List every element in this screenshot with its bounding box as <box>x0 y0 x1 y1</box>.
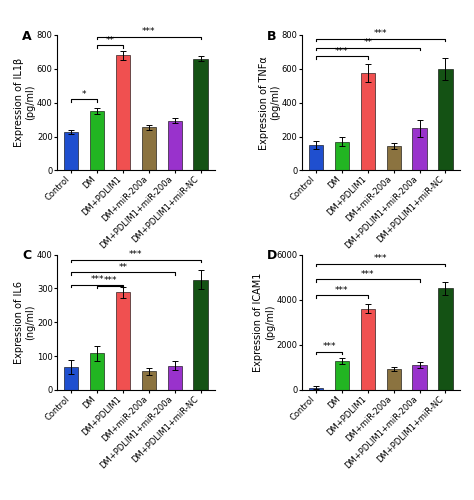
Bar <box>438 288 453 390</box>
Bar <box>64 367 78 390</box>
Text: ***: *** <box>335 286 349 294</box>
Bar <box>142 128 156 170</box>
Y-axis label: Expression of IL1β
(pg/ml): Expression of IL1β (pg/ml) <box>14 58 36 148</box>
Text: *: * <box>82 90 86 99</box>
Bar <box>309 388 323 390</box>
Bar <box>335 142 349 171</box>
Bar <box>438 69 453 170</box>
Text: ***: *** <box>322 342 336 351</box>
Bar <box>193 58 208 170</box>
Text: ***: *** <box>335 46 349 56</box>
Bar <box>116 292 130 390</box>
Text: D: D <box>267 249 277 262</box>
Text: ***: *** <box>361 270 374 279</box>
Text: ***: *** <box>129 250 143 259</box>
Text: **: ** <box>364 38 373 47</box>
Bar <box>361 73 375 170</box>
Bar <box>90 354 104 390</box>
Bar <box>387 368 401 390</box>
Bar <box>335 360 349 390</box>
Text: ***: *** <box>91 276 104 284</box>
Y-axis label: Expression of IL6
(ng/ml): Expression of IL6 (ng/ml) <box>14 281 36 364</box>
Bar <box>168 120 182 170</box>
Text: **: ** <box>118 262 128 272</box>
Text: B: B <box>267 30 276 43</box>
Bar <box>387 146 401 171</box>
Bar <box>64 132 78 170</box>
Bar <box>361 308 375 390</box>
Y-axis label: Expression of TNFα
(pg/ml): Expression of TNFα (pg/ml) <box>259 56 280 150</box>
Bar <box>412 365 427 390</box>
Text: C: C <box>22 249 31 262</box>
Text: A: A <box>22 30 32 43</box>
Text: ***: *** <box>103 276 117 285</box>
Bar <box>193 280 208 390</box>
Text: ***: *** <box>374 29 388 38</box>
Bar <box>309 145 323 171</box>
Bar <box>142 372 156 390</box>
Y-axis label: Expression of ICAM1
(pg/ml): Expression of ICAM1 (pg/ml) <box>254 272 275 372</box>
Bar <box>168 366 182 390</box>
Bar <box>412 128 427 170</box>
Bar <box>90 111 104 170</box>
Text: ***: *** <box>142 27 155 36</box>
Text: ***: *** <box>374 254 388 263</box>
Bar <box>116 56 130 170</box>
Text: **: ** <box>106 36 115 44</box>
